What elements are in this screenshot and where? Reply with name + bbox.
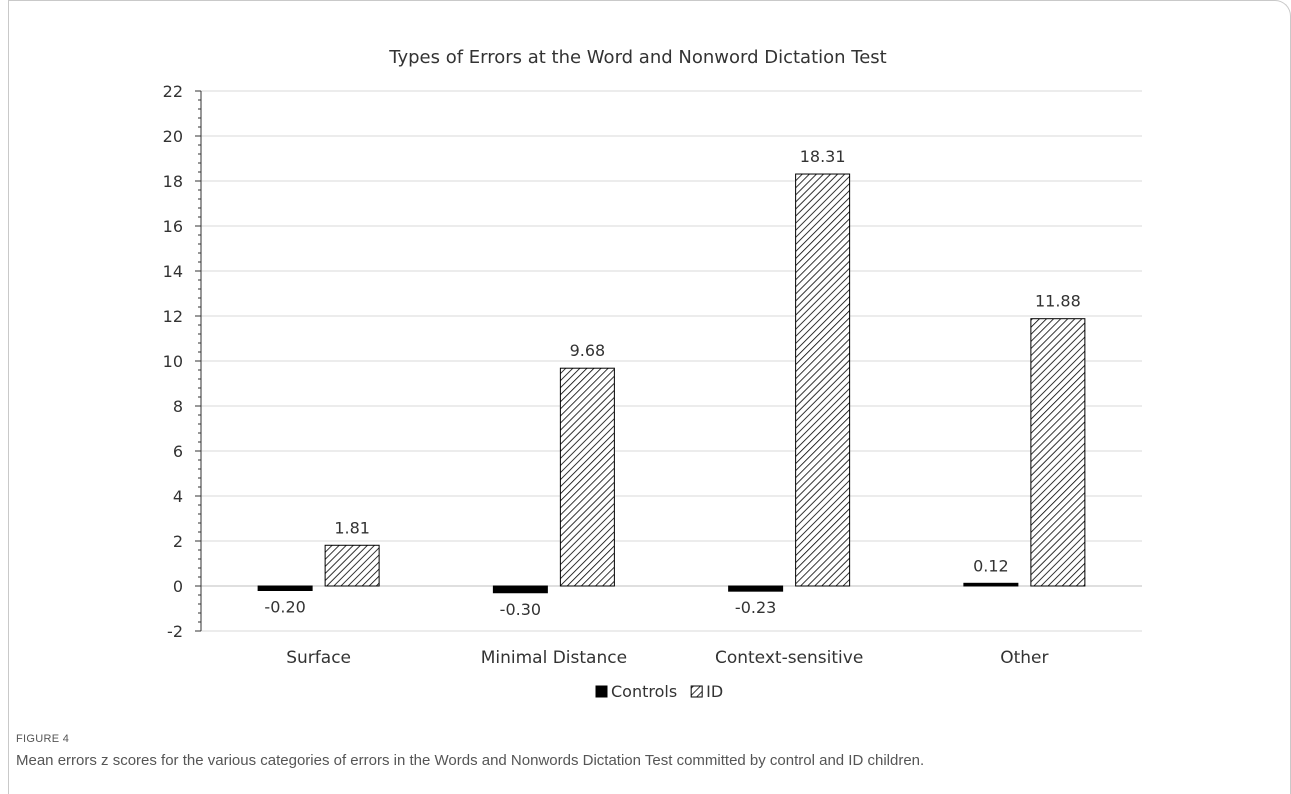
y-tick-label: 22 — [163, 82, 183, 101]
y-tick-label: 12 — [163, 307, 183, 326]
bar-id-surface — [324, 544, 380, 587]
figure-label: FIGURE 4 — [16, 733, 70, 745]
y-tick-label: 2 — [173, 532, 183, 551]
bar-controls-minimal-distance — [492, 585, 548, 594]
x-tick-label: Surface — [286, 648, 351, 668]
data-label: -0.20 — [264, 598, 305, 617]
legend-label-controls: Controls — [611, 682, 677, 701]
data-label: 0.12 — [973, 556, 1009, 575]
data-label: -0.23 — [735, 598, 776, 617]
data-label: 1.81 — [334, 518, 370, 537]
bar-controls-surface — [257, 585, 313, 591]
y-tick-label: 20 — [163, 127, 183, 146]
y-tick-label: -2 — [167, 622, 183, 641]
data-label: 9.68 — [570, 341, 606, 360]
legend-label-id: ID — [706, 682, 723, 701]
data-label: 18.31 — [800, 147, 846, 166]
x-tick-label: Minimal Distance — [481, 648, 627, 668]
bar-id-other — [1030, 318, 1086, 587]
y-tick-label: 0 — [173, 577, 183, 596]
y-tick-label: 14 — [163, 262, 183, 281]
chart-title: Types of Errors at the Word and Nonword … — [388, 47, 886, 68]
y-tick-label: 16 — [163, 217, 183, 236]
data-label: 11.88 — [1035, 292, 1081, 311]
x-tick-label: Context-sensitive — [715, 648, 863, 668]
bar-id-context-sensitive — [795, 173, 851, 587]
bar-controls-context-sensitive — [728, 585, 784, 592]
y-tick-label: 8 — [173, 397, 183, 416]
data-label: -0.30 — [500, 600, 541, 619]
y-tick-label: 18 — [163, 172, 183, 191]
figure-caption: Mean errors z scores for the various cat… — [16, 752, 925, 769]
y-tick-label: 10 — [163, 352, 183, 371]
bar-controls-other — [963, 582, 1019, 587]
x-tick-label: Other — [1000, 648, 1048, 668]
bar-chart: Types of Errors at the Word and Nonword … — [163, 47, 1142, 701]
y-tick-label: 6 — [173, 442, 183, 461]
legend-swatch-controls — [595, 685, 608, 698]
y-tick-label: 4 — [173, 487, 183, 506]
legend-swatch-id — [690, 685, 703, 698]
bar-id-minimal-distance — [559, 367, 615, 587]
